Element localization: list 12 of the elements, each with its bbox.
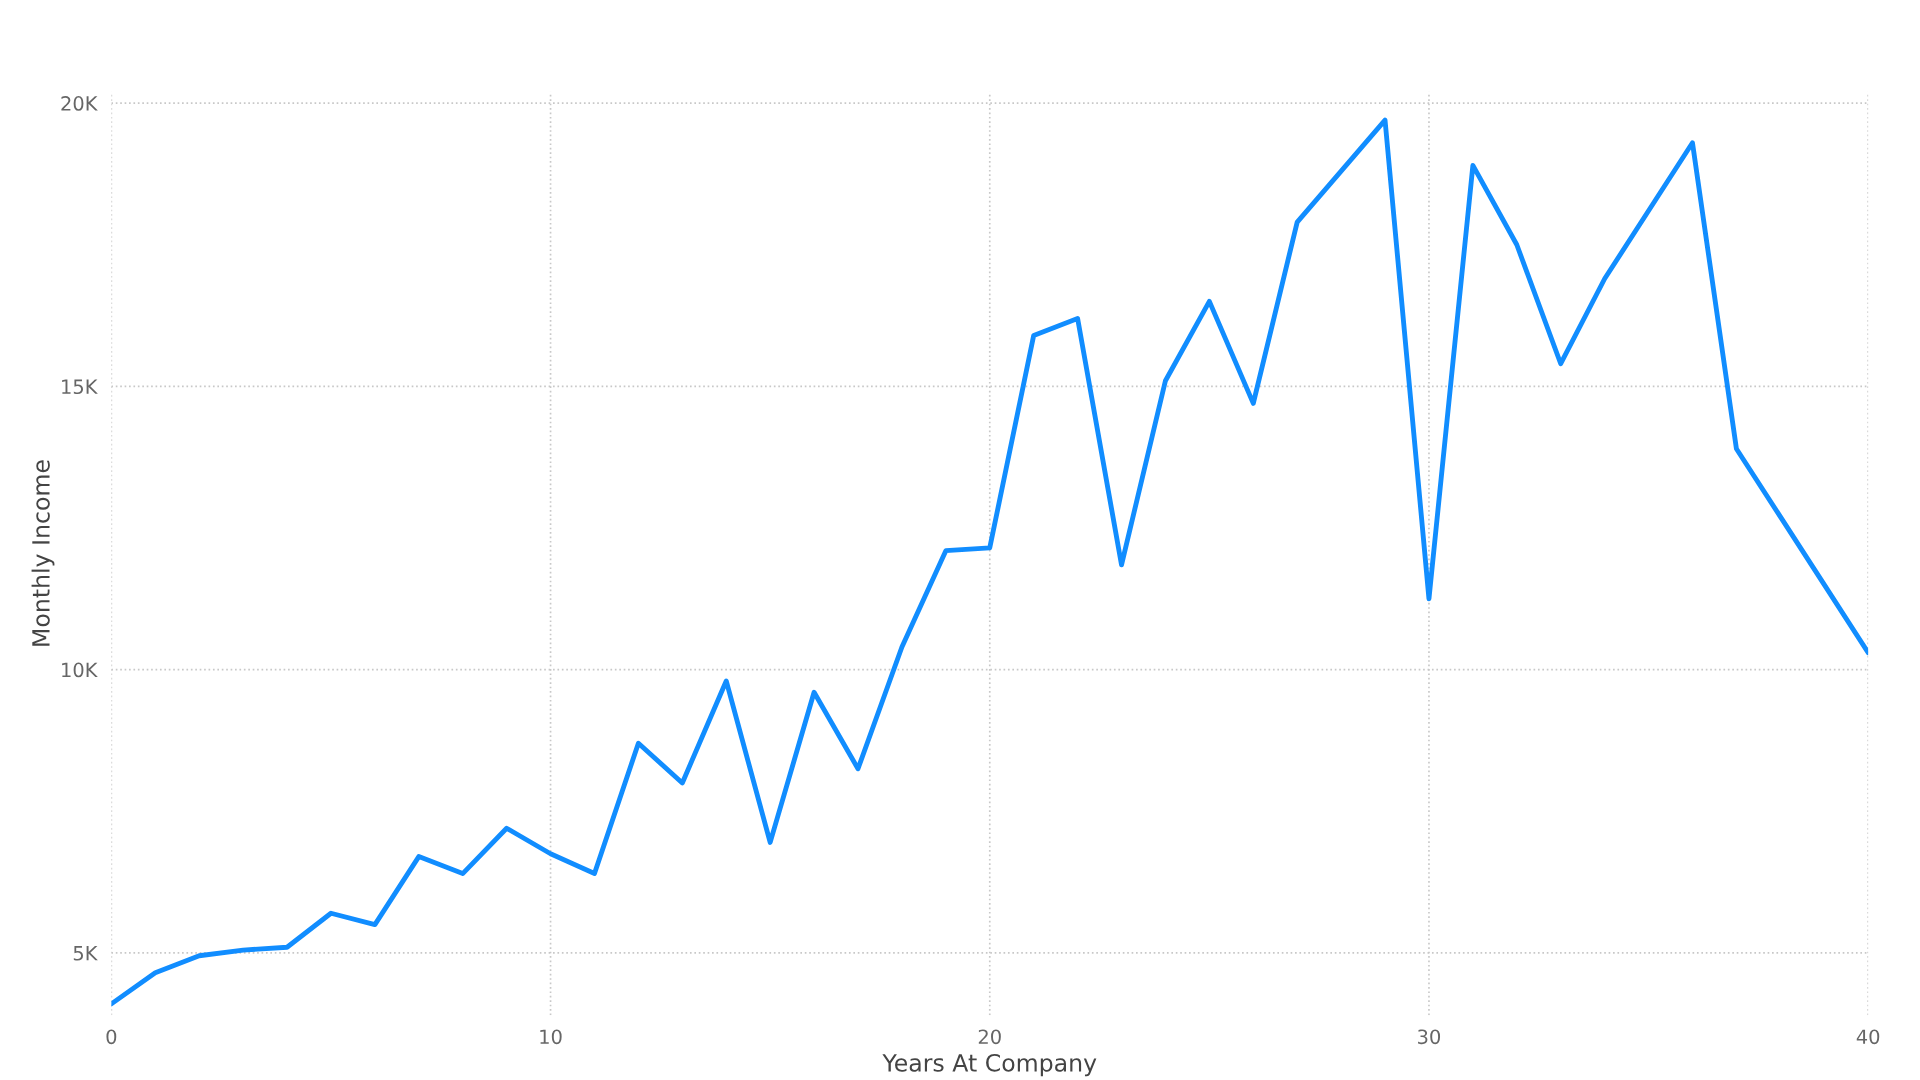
y-tick-label: 20K <box>61 96 98 111</box>
x-tick-label: 10 <box>540 1029 562 1045</box>
y-tick-label: 5K <box>73 946 98 961</box>
x-tick-label: 0 <box>106 1029 117 1045</box>
y-tick-label: 15K <box>62 379 98 395</box>
y-axis-title: Monthly Income <box>31 460 55 646</box>
x-tick-label: 40 <box>1856 1029 1880 1045</box>
x-tick-label: 30 <box>1418 1029 1441 1045</box>
x-tick-label: 20 <box>978 1029 1001 1045</box>
y-tick-label: 10K <box>62 662 98 678</box>
line-series <box>111 117 1869 1007</box>
x-axis-title: Years At Company <box>882 1053 1097 1077</box>
